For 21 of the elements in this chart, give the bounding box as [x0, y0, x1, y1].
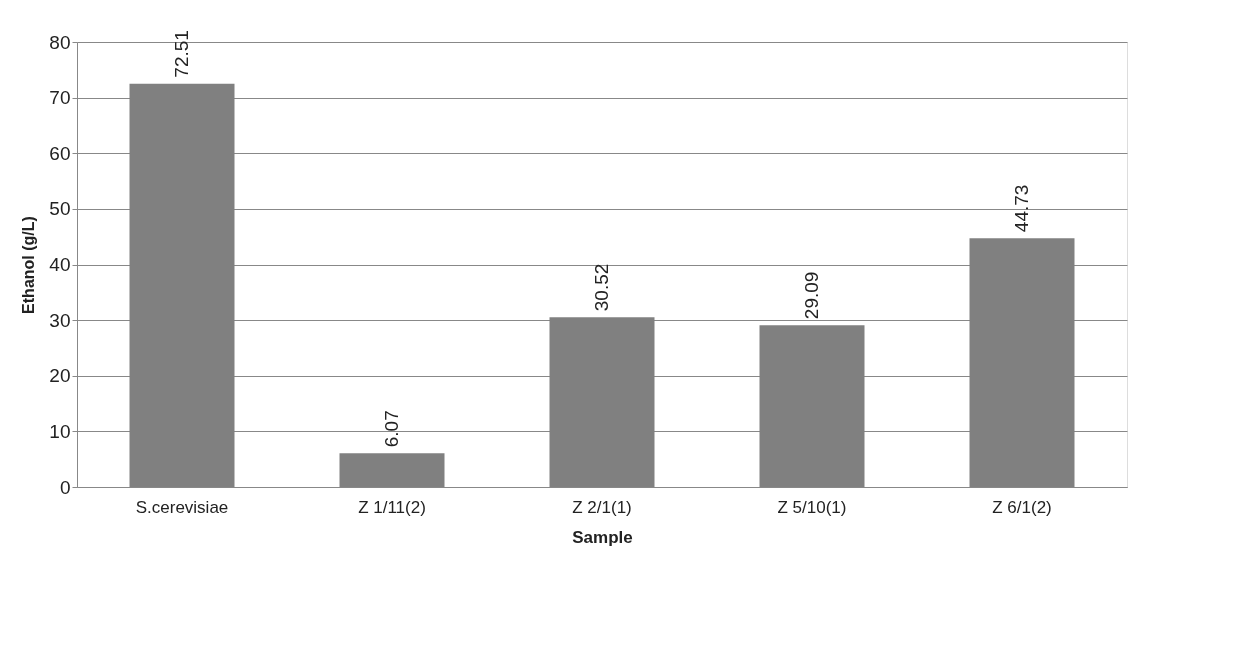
y-tick-label: 60 [49, 142, 71, 164]
x-tick-label: Z 2/1(1) [572, 497, 632, 517]
x-tick-label: Z 1/11(2) [358, 497, 426, 517]
y-tick-label: 50 [49, 198, 71, 220]
data-label: 44.73 [1011, 184, 1032, 233]
data-label: 6.07 [381, 410, 402, 448]
data-label: 30.52 [591, 263, 612, 312]
data-label: 72.51 [171, 30, 192, 78]
x-tick-label: Z 5/10(1) [777, 497, 847, 517]
x-axis-title: Sample [572, 527, 633, 547]
y-axis-title: Ethanol (g/L) [20, 216, 38, 314]
y-tick-label: 30 [49, 309, 71, 331]
y-tick-label: 70 [49, 87, 71, 109]
y-tick-label: 80 [49, 31, 71, 53]
y-tick-label: 40 [49, 254, 71, 275]
x-tick-label: S.cerevisiae [135, 497, 229, 517]
data-label: 29.09 [801, 271, 822, 320]
y-tick-label: 20 [49, 365, 71, 387]
x-tick-label: Z 6/1(2) [992, 497, 1052, 517]
y-tick-label: 0 [59, 476, 71, 498]
y-tick-label: 10 [49, 420, 71, 442]
